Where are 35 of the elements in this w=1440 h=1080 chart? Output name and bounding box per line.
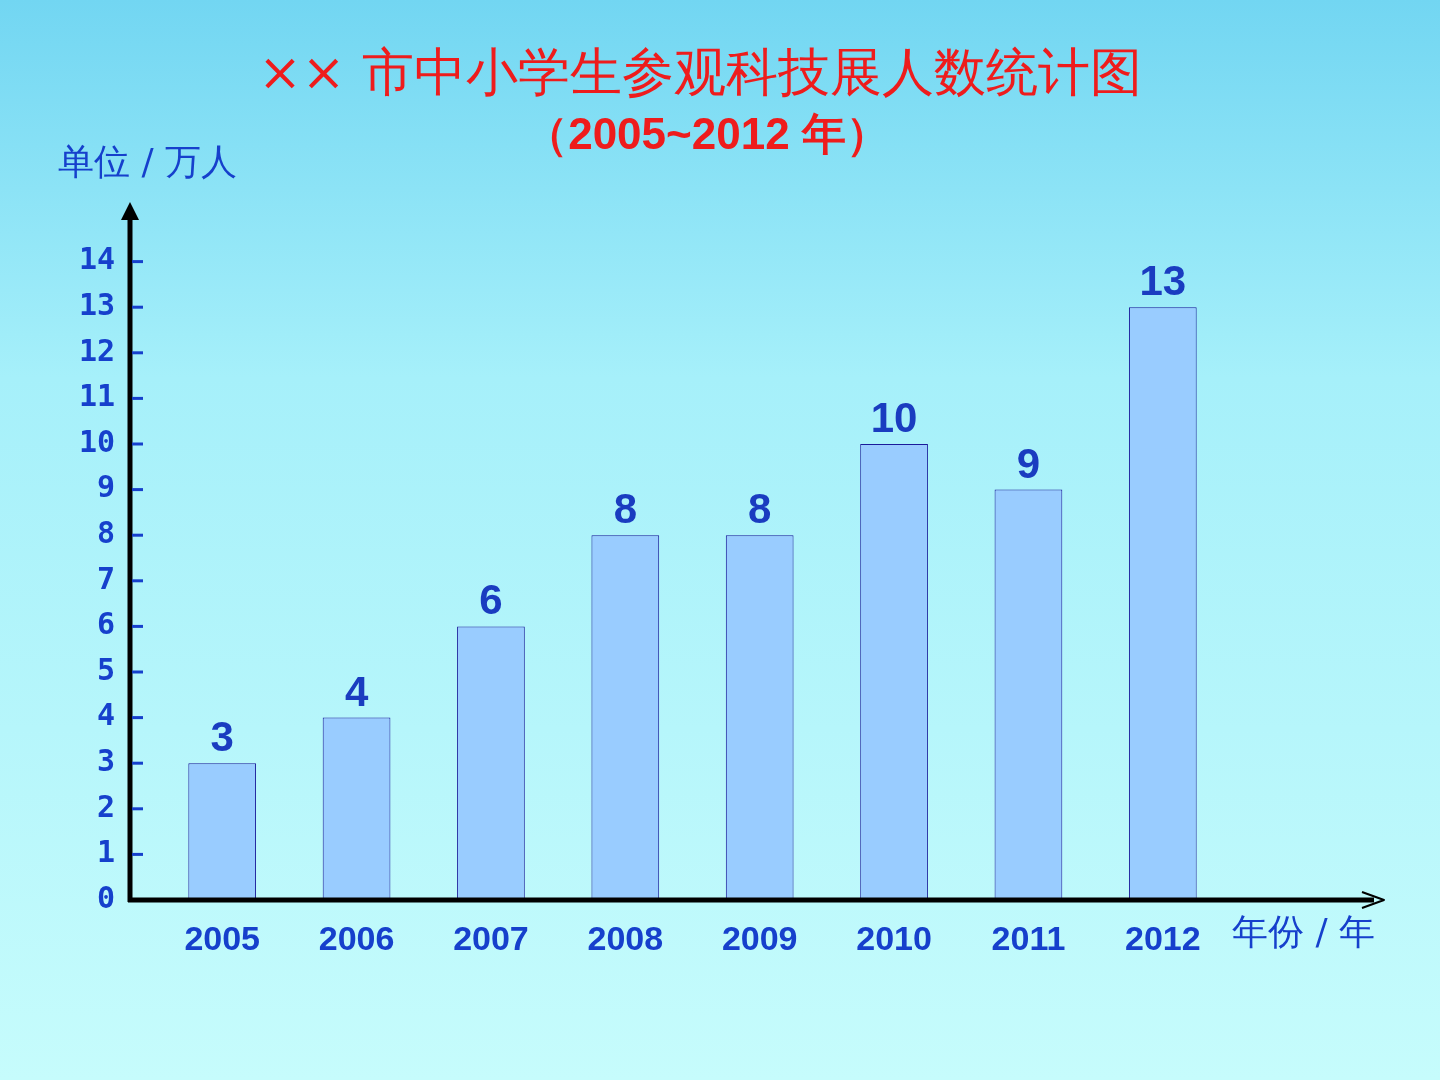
data-label: 6 bbox=[479, 576, 503, 624]
chart-title: ×× 市中小学生参观科技展人数统计图 bbox=[258, 41, 1142, 102]
y-tick-label: 9 bbox=[96, 469, 115, 505]
y-tick-label: 5 bbox=[96, 651, 115, 687]
x-axis-title: 年份 / 年 bbox=[1232, 911, 1376, 953]
x-tick-label: 2007 bbox=[453, 918, 529, 957]
y-tick-label: 3 bbox=[96, 743, 115, 778]
x-tick-label: 2010 bbox=[856, 918, 932, 957]
x-tick-label: 2009 bbox=[721, 918, 798, 957]
x-tick-label: 2006 bbox=[318, 918, 395, 957]
data-label: 9 bbox=[1016, 439, 1041, 487]
y-tick-label: 10 bbox=[78, 423, 115, 459]
data-label: 8 bbox=[748, 485, 772, 533]
y-tick-label: 14 bbox=[78, 241, 115, 277]
y-tick-label: 12 bbox=[78, 332, 115, 368]
x-tick-label: 2008 bbox=[587, 918, 664, 957]
y-tick-label: 6 bbox=[96, 606, 115, 642]
y-tick-label: 13 bbox=[78, 287, 115, 322]
y-tick-label: 2 bbox=[96, 788, 115, 824]
y-tick-label: 1 bbox=[96, 834, 115, 870]
y-tick-label: 0 bbox=[96, 879, 115, 915]
y-axis-title: 单位 / 万人 bbox=[58, 141, 238, 183]
y-tick-label: 11 bbox=[78, 378, 115, 414]
data-label: 4 bbox=[344, 667, 369, 715]
y-tick-label: 7 bbox=[96, 560, 115, 596]
data-label: 3 bbox=[210, 713, 234, 761]
data-label: 13 bbox=[1139, 257, 1187, 305]
y-tick-label: 4 bbox=[96, 697, 115, 733]
data-label: 10 bbox=[870, 394, 918, 441]
chart-subtitle: （2005~2012 年） bbox=[524, 109, 890, 159]
x-tick-label: 2012 bbox=[1124, 918, 1201, 957]
x-tick-label: 2011 bbox=[991, 918, 1066, 957]
data-label: 8 bbox=[613, 485, 637, 533]
x-tick-label: 2005 bbox=[184, 918, 261, 957]
y-tick-label: 8 bbox=[96, 515, 115, 550]
